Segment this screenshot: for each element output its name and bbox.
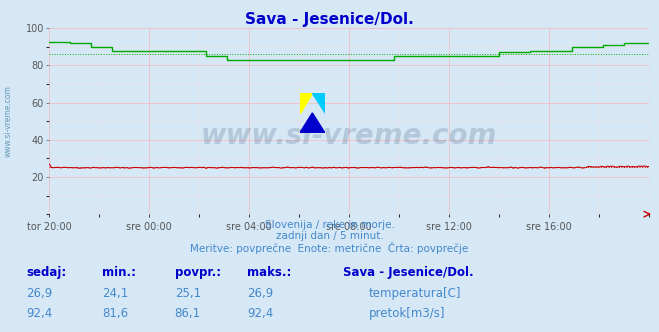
Text: 26,9: 26,9	[247, 287, 273, 300]
Polygon shape	[312, 93, 325, 113]
Text: temperatura[C]: temperatura[C]	[369, 287, 461, 300]
Text: min.:: min.:	[102, 266, 136, 279]
Text: 25,1: 25,1	[175, 287, 201, 300]
Text: www.si-vreme.com: www.si-vreme.com	[3, 85, 13, 157]
Text: Slovenija / reke in morje.: Slovenija / reke in morje.	[264, 220, 395, 230]
Text: 81,6: 81,6	[102, 307, 129, 320]
Text: 24,1: 24,1	[102, 287, 129, 300]
Text: 26,9: 26,9	[26, 287, 53, 300]
Text: Sava - Jesenice/Dol.: Sava - Jesenice/Dol.	[343, 266, 473, 279]
Text: sedaj:: sedaj:	[26, 266, 67, 279]
Text: 86,1: 86,1	[175, 307, 201, 320]
Text: povpr.:: povpr.:	[175, 266, 221, 279]
Text: maks.:: maks.:	[247, 266, 291, 279]
Text: www.si-vreme.com: www.si-vreme.com	[201, 122, 498, 150]
Polygon shape	[300, 93, 312, 113]
Text: Meritve: povprečne  Enote: metrične  Črta: povprečje: Meritve: povprečne Enote: metrične Črta:…	[190, 242, 469, 254]
Text: pretok[m3/s]: pretok[m3/s]	[369, 307, 445, 320]
Text: 92,4: 92,4	[26, 307, 53, 320]
Text: zadnji dan / 5 minut.: zadnji dan / 5 minut.	[275, 231, 384, 241]
Text: 92,4: 92,4	[247, 307, 273, 320]
Polygon shape	[300, 113, 325, 133]
Text: Sava - Jesenice/Dol.: Sava - Jesenice/Dol.	[245, 12, 414, 27]
